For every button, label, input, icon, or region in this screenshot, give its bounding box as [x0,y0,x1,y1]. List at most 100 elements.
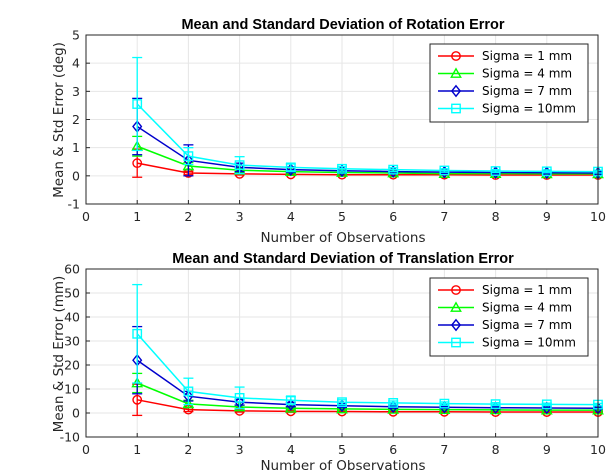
x-tick-label: 6 [389,209,397,224]
x-tick-label: 9 [543,209,551,224]
legend-marker [451,51,461,61]
y-tick-label: 30 [64,334,80,349]
x-tick-label: 4 [287,442,295,457]
legend: Sigma = 1 mm Sigma = 4 mm Sigma = 7 mm Sigm… [429,43,589,123]
x-tick-label: 0 [82,442,90,457]
data-point [388,398,399,408]
data-point [541,166,552,177]
data-point [183,151,194,162]
legend-entry: Sigma = 1 mm [482,283,572,297]
data-point [337,397,347,408]
data-point [183,154,194,167]
plot-title: Mean and Standard Deviation of Rotation … [181,17,504,33]
series-line [136,359,599,409]
data-point [132,99,143,109]
legend: Sigma = 1 mm Sigma = 4 mm Sigma = 7 mm Sigm… [429,277,589,357]
y-axis-ticks: -10 0 10 20 30 40 50 60 [60,262,90,445]
data-point [490,166,501,176]
x-tick-label: 10 [590,442,606,457]
y-axis-label: Mean & Std Error (deg) [51,42,67,198]
legend-entry: Sigma = 4 mm [482,67,572,81]
y-axis-ticks: -1 0 1 2 3 4 5 [68,28,90,212]
x-tick-label: 1 [133,442,141,457]
data-point [183,386,194,397]
series-line [136,145,598,175]
data-point [285,398,296,411]
data-point [182,397,195,409]
y-tick-label: 3 [72,84,80,99]
series-line [136,382,598,411]
x-tick-label: 1 [133,209,141,224]
legend-marker [451,103,461,114]
legend-marker [450,301,462,312]
data-point [337,163,347,174]
data-point [285,395,296,406]
x-tick-label: 3 [236,442,244,457]
legend-marker [450,318,462,332]
series-line [137,162,598,176]
data-point [132,158,143,169]
y-tick-label: -1 [68,197,80,212]
plot-area [85,34,604,205]
legend-marker [450,67,462,78]
x-tick-label: 8 [492,442,500,457]
y-tick-label: 20 [64,358,80,373]
rotation-error-plot: Mean and Standard Deviation of Rotation … [51,17,606,246]
plot-area [85,268,604,438]
data-point [132,394,143,405]
legend-marker [450,84,462,98]
legend-entry: Sigma = 7 mm [482,318,572,332]
legend-entry: Sigma = 4 mm [482,301,572,315]
data-point [234,392,245,403]
x-tick-label: 0 [82,209,90,224]
series-line [137,399,598,413]
legend-marker [451,285,461,295]
x-tick-label: 9 [543,442,551,457]
x-axis-label: Number of Observations [260,458,425,474]
y-tick-label: 10 [64,382,80,397]
series-4 [132,56,603,177]
y-tick-label: 60 [64,262,80,277]
y-tick-label: -10 [60,430,80,445]
data-point [132,328,143,339]
y-axis-label: Mean & Std Error (mm) [51,276,67,433]
data-point [285,162,296,173]
x-tick-label: 5 [338,442,346,457]
y-tick-label: 5 [72,28,80,43]
data-point [439,165,450,176]
series-4 [132,283,603,410]
y-tick-label: 0 [72,406,80,421]
data-point [233,400,246,412]
data-point [490,399,501,410]
x-axis-ticks: 0 1 2 3 4 5 6 7 8 9 10 [82,433,606,457]
data-point [388,164,399,175]
data-point [234,160,245,171]
x-tick-label: 3 [236,209,244,224]
y-tick-label: 50 [64,286,80,301]
x-tick-label: 7 [440,209,448,224]
x-tick-label: 2 [184,442,192,457]
series-line [136,333,599,406]
data-point [541,399,552,410]
y-tick-label: 40 [64,310,80,325]
x-tick-label: 10 [590,209,606,224]
x-axis-ticks: 0 1 2 3 4 5 6 7 8 9 10 [82,200,606,224]
legend-entry: Sigma = 10mm [482,102,576,116]
plot-title: Mean and Standard Deviation of Translati… [172,251,514,267]
data-point [541,401,552,415]
x-tick-label: 5 [338,209,346,224]
legend-entry: Sigma = 7 mm [482,84,572,98]
x-tick-label: 8 [492,209,500,224]
data-point [439,398,450,409]
translation-error-plot: Mean and Standard Deviation of Translati… [51,251,606,474]
legend-entry: Sigma = 1 mm [482,49,572,63]
x-tick-label: 2 [184,209,192,224]
y-tick-label: 2 [72,112,80,127]
y-tick-label: 4 [72,56,80,71]
series-line [136,125,599,174]
x-tick-label: 7 [440,442,448,457]
x-axis-label: Number of Observations [260,230,425,246]
x-tick-label: 6 [389,442,397,457]
series-line [136,103,599,173]
